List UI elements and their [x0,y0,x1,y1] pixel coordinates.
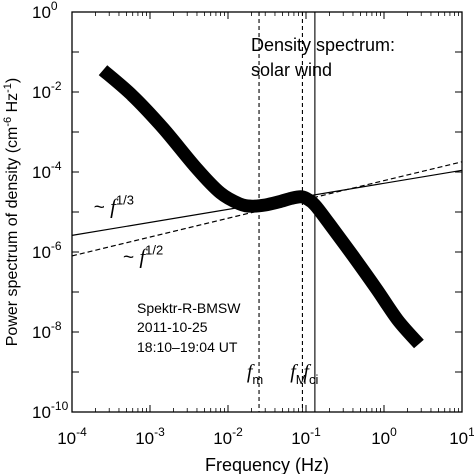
vertical-lines [258,12,316,412]
x-tick-label: 101 [449,425,474,448]
vline-label-m: fm [247,361,263,387]
fit-line-third-power [71,169,463,236]
fit-line-half-power [71,161,463,257]
x-tick-label: 10-2 [213,425,243,448]
info-line-1: Spektr-R-BMSW [137,300,241,316]
y-tick-label: 10-10 [32,399,69,422]
vline-label-ci: fci [303,361,318,387]
info-line-3: 18:10–19:04 UT [137,339,238,355]
info-line-2: 2011-10-25 [137,319,208,335]
x-tick-label: 10-3 [135,425,165,448]
y-tick-label: 10-2 [32,79,62,102]
slope-labels: ~ f1/3 ~ f1/2 [94,192,164,268]
y-tick-label: 10-4 [32,159,62,182]
slope-label: ~ f1/3 [94,192,134,218]
axis-ticks [71,11,463,413]
y-tick-label: 10-8 [32,319,62,342]
plot-lines [71,65,463,349]
x-axis-title: Frequency (Hz) [205,455,329,474]
x-tick-label: 10-4 [57,425,87,448]
chart-title-line-1: Density spectrum: [251,35,395,55]
y-tick-label: 100 [32,0,58,22]
x-tick-label: 10-1 [291,425,321,448]
tick-labels: 10-4 10-3 10-2 10-1 100 101 100 10-2 10-4 10-6 10-… [32,0,474,448]
x-tick-label: 100 [371,425,397,448]
chart-title-line-2: solar wind [251,60,332,80]
vline-label-M: fM [290,361,306,387]
y-axis-title: Power spectrum of density (cm-6 Hz-1) [2,78,21,347]
y-tick-label: 10-6 [32,239,62,262]
slope-label: ~ f1/2 [123,242,163,268]
